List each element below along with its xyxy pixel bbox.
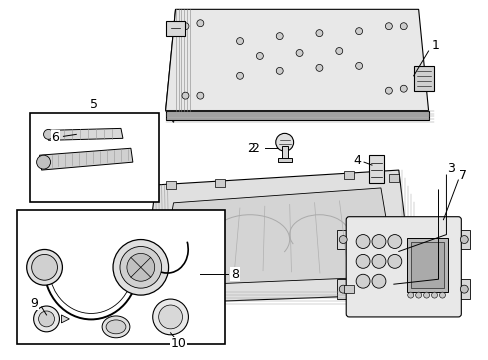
Polygon shape	[165, 21, 185, 36]
Bar	[281, 146, 287, 160]
Circle shape	[407, 292, 413, 298]
Bar	[165, 181, 175, 189]
Circle shape	[371, 255, 385, 268]
Circle shape	[423, 292, 428, 298]
Polygon shape	[368, 155, 383, 183]
Polygon shape	[40, 148, 133, 170]
Bar	[457, 279, 469, 299]
Bar	[215, 179, 224, 187]
Circle shape	[113, 239, 168, 295]
Circle shape	[339, 235, 346, 243]
Circle shape	[276, 33, 283, 40]
Circle shape	[197, 20, 203, 27]
Circle shape	[315, 30, 322, 37]
Circle shape	[400, 85, 407, 92]
Text: 9: 9	[31, 297, 39, 310]
Circle shape	[315, 64, 322, 71]
Bar	[30, 113, 158, 202]
Bar	[388, 174, 398, 182]
Circle shape	[32, 255, 57, 280]
Circle shape	[371, 235, 385, 248]
Circle shape	[355, 235, 369, 248]
Polygon shape	[141, 170, 413, 304]
Circle shape	[275, 133, 293, 151]
Ellipse shape	[106, 320, 126, 334]
Circle shape	[400, 23, 407, 30]
FancyBboxPatch shape	[346, 217, 460, 317]
Text: 10: 10	[170, 337, 186, 350]
Circle shape	[355, 62, 362, 69]
Circle shape	[387, 255, 401, 268]
Bar	[406, 238, 447, 292]
Circle shape	[39, 311, 54, 327]
Circle shape	[459, 235, 468, 243]
Circle shape	[152, 299, 188, 335]
Polygon shape	[165, 9, 427, 111]
Circle shape	[371, 274, 385, 288]
Circle shape	[355, 28, 362, 35]
Bar	[277, 158, 291, 162]
Bar	[457, 230, 469, 249]
Polygon shape	[46, 129, 122, 140]
Circle shape	[182, 23, 188, 30]
Bar	[337, 230, 348, 249]
Text: 7: 7	[458, 168, 467, 181]
Circle shape	[158, 305, 182, 329]
Circle shape	[439, 292, 445, 298]
Text: 8: 8	[231, 268, 239, 281]
Circle shape	[27, 249, 62, 285]
Bar	[410, 242, 444, 288]
Text: 6: 6	[51, 131, 59, 144]
Ellipse shape	[102, 316, 130, 338]
Text: 2: 2	[246, 142, 254, 155]
Circle shape	[120, 247, 162, 288]
Circle shape	[385, 23, 391, 30]
Polygon shape	[413, 66, 433, 91]
Circle shape	[236, 72, 243, 79]
Polygon shape	[61, 315, 69, 323]
Circle shape	[37, 155, 50, 169]
Text: 1: 1	[431, 39, 439, 51]
Circle shape	[256, 53, 263, 59]
Text: 3: 3	[447, 162, 454, 175]
Circle shape	[276, 67, 283, 74]
Text: 5: 5	[90, 98, 98, 111]
Circle shape	[339, 285, 346, 293]
Circle shape	[43, 129, 53, 139]
Bar	[344, 285, 353, 293]
Circle shape	[415, 292, 421, 298]
Circle shape	[355, 274, 369, 288]
Circle shape	[385, 87, 391, 94]
Circle shape	[459, 285, 468, 293]
Bar	[165, 293, 175, 301]
Text: 4: 4	[352, 154, 360, 167]
Bar	[337, 279, 348, 299]
Circle shape	[127, 253, 154, 281]
Circle shape	[197, 92, 203, 99]
Circle shape	[355, 255, 369, 268]
Circle shape	[34, 306, 60, 332]
Circle shape	[182, 92, 188, 99]
Circle shape	[236, 37, 243, 45]
Bar	[17, 210, 224, 344]
Circle shape	[296, 50, 303, 57]
Circle shape	[431, 292, 437, 298]
Polygon shape	[165, 9, 183, 122]
Polygon shape	[165, 111, 427, 121]
Circle shape	[387, 235, 401, 248]
Polygon shape	[158, 188, 395, 286]
Bar	[344, 171, 353, 179]
Text: 2: 2	[250, 142, 258, 155]
Circle shape	[335, 48, 342, 54]
